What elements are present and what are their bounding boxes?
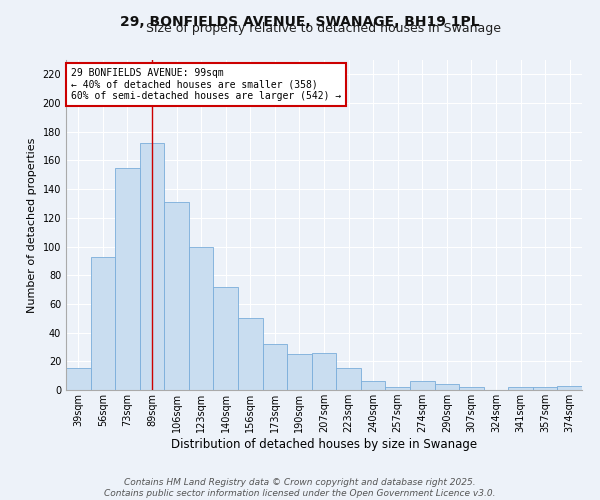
Bar [410, 382, 434, 390]
Bar [312, 352, 336, 390]
Bar [214, 286, 238, 390]
Bar [238, 318, 263, 390]
Title: Size of property relative to detached houses in Swanage: Size of property relative to detached ho… [146, 22, 502, 35]
Bar [557, 386, 582, 390]
Bar [459, 387, 484, 390]
Bar [533, 387, 557, 390]
Bar [189, 246, 214, 390]
Bar [434, 384, 459, 390]
Bar [361, 382, 385, 390]
Bar [115, 168, 140, 390]
Bar [385, 387, 410, 390]
X-axis label: Distribution of detached houses by size in Swanage: Distribution of detached houses by size … [171, 438, 477, 451]
Bar [140, 143, 164, 390]
Text: 29, BONFIELDS AVENUE, SWANAGE, BH19 1PL: 29, BONFIELDS AVENUE, SWANAGE, BH19 1PL [120, 15, 480, 29]
Text: Contains HM Land Registry data © Crown copyright and database right 2025.
Contai: Contains HM Land Registry data © Crown c… [104, 478, 496, 498]
Text: 29 BONFIELDS AVENUE: 99sqm
← 40% of detached houses are smaller (358)
60% of sem: 29 BONFIELDS AVENUE: 99sqm ← 40% of deta… [71, 68, 341, 102]
Bar [66, 368, 91, 390]
Bar [287, 354, 312, 390]
Bar [263, 344, 287, 390]
Bar [91, 256, 115, 390]
Bar [336, 368, 361, 390]
Y-axis label: Number of detached properties: Number of detached properties [27, 138, 37, 312]
Bar [508, 387, 533, 390]
Bar [164, 202, 189, 390]
